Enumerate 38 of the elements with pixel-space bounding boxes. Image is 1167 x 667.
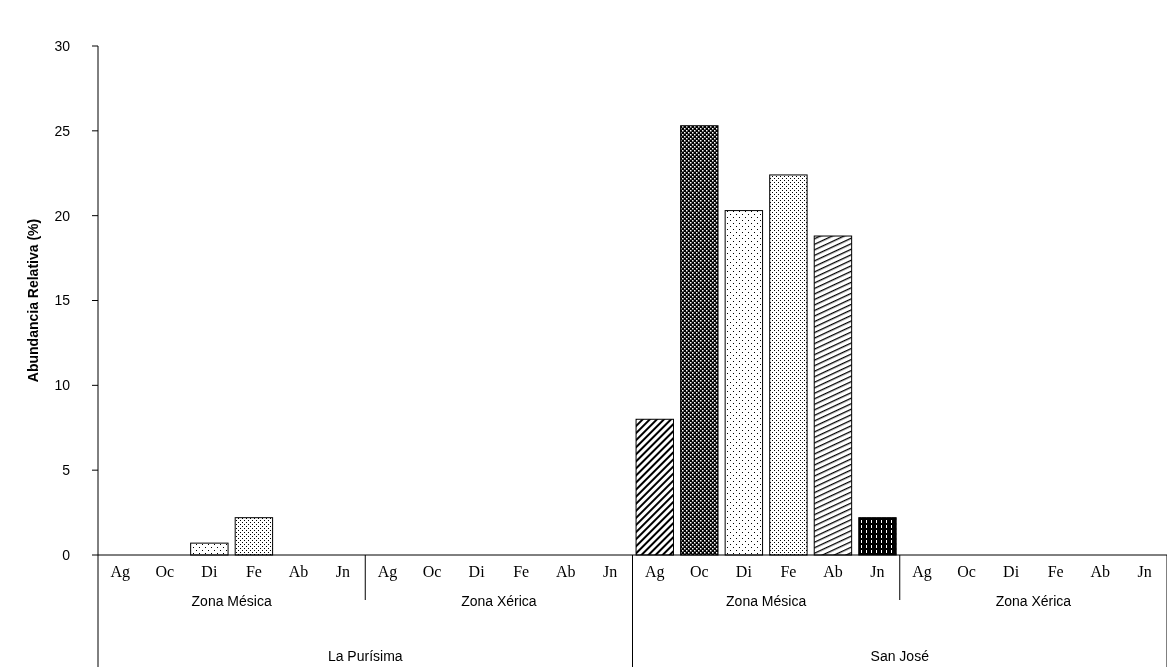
x-tick-label: Oc <box>422 563 442 580</box>
x-tick-label: Jn <box>870 563 885 580</box>
x-tick-label: Di <box>201 563 218 580</box>
x-tick-label: Di <box>735 563 753 580</box>
text: San José <box>870 648 930 664</box>
y-tick-label: 10 <box>54 377 71 394</box>
x-tick-label: Oc <box>689 563 709 580</box>
x-tick-label: Jn <box>1137 563 1152 580</box>
y-tick-label: 5 <box>62 462 71 479</box>
x-tick-label: Jn <box>603 563 618 580</box>
x-tick-label: Ag <box>912 563 932 581</box>
y-tick-label: 0 <box>62 546 71 563</box>
x-tick-label: Ab <box>1090 563 1110 580</box>
y-tick-label: 25 <box>54 122 71 139</box>
text: Zona Mésica <box>726 593 807 609</box>
text: La Purísima <box>327 648 403 664</box>
text: Zona Xérica <box>995 593 1072 609</box>
x-tick-label: Ab <box>288 563 309 580</box>
x-tick-label: Ab <box>823 563 843 580</box>
x-tick-label: Fe <box>513 563 530 580</box>
x-tick-label: Oc <box>155 563 175 580</box>
y-tick-label: 20 <box>54 207 71 224</box>
x-tick-label: Fe <box>780 563 797 580</box>
x-tick-label: Fe <box>1047 563 1064 580</box>
text: Zona Mésica <box>191 593 272 609</box>
x-tick-label: Oc <box>957 563 976 580</box>
x-tick-label: Di <box>1003 563 1020 580</box>
y-tick-label: 30 <box>54 37 71 54</box>
text: Zona Xérica <box>461 593 537 609</box>
x-tick-label: Di <box>468 563 486 580</box>
x-tick-label: Ag <box>644 563 665 581</box>
x-tick-label: Ag <box>377 563 398 581</box>
y-tick-label: 15 <box>54 292 71 309</box>
x-tick-label: Jn <box>335 563 351 580</box>
y-axis-title: Abundancia Relativa (%) <box>25 218 41 383</box>
x-tick-label: Ag <box>110 563 131 581</box>
x-tick-label: Fe <box>245 563 262 580</box>
x-tick-label: Ab <box>555 563 576 580</box>
